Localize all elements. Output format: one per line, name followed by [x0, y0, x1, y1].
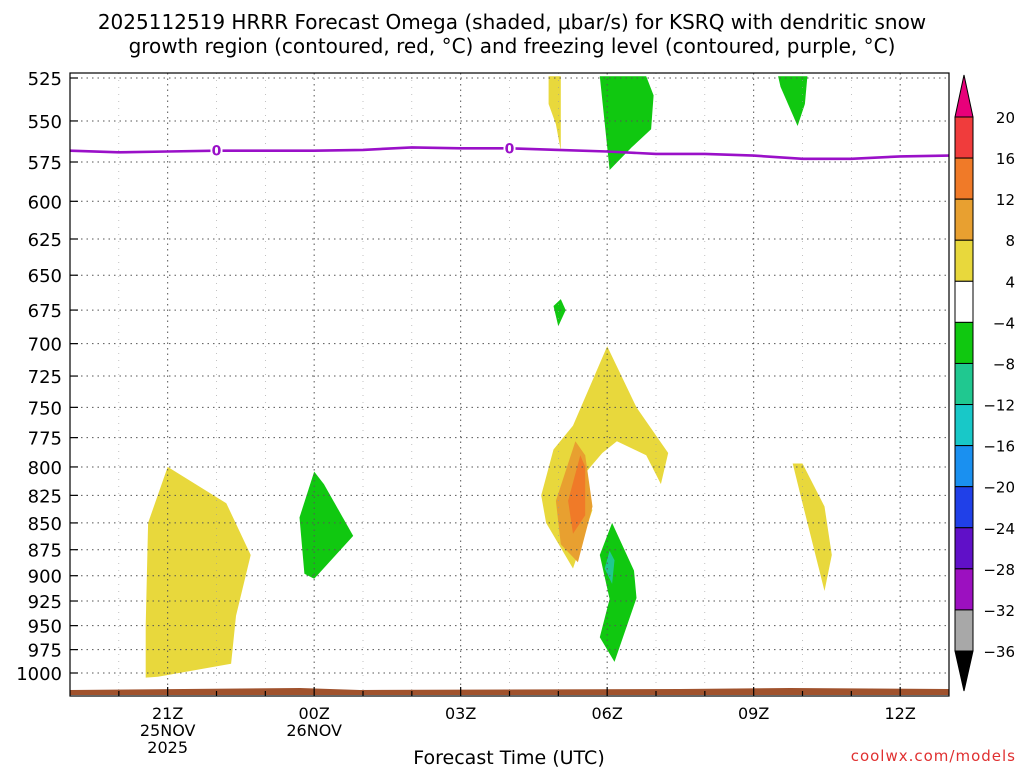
colorbar-box-11: [954, 568, 974, 611]
colorbar-label-11: −28: [983, 561, 1015, 579]
colorbar-label-0: 20: [996, 109, 1015, 127]
colorbar-label-4: 4: [1005, 273, 1015, 291]
x-tick-label-21Z-2: 2025: [147, 738, 188, 757]
colorbar-label-1: 16: [996, 150, 1015, 168]
y-tick-label-725: 725: [28, 367, 62, 388]
y-tick-label-600: 600: [28, 192, 62, 213]
colorbar-box-2: [954, 198, 974, 241]
y-tick-label-575: 575: [28, 153, 62, 174]
x-tick-label-12Z-0: 12Z: [885, 704, 916, 723]
y-tick-label-750: 750: [28, 398, 62, 419]
colorbar-box-0: [954, 116, 974, 159]
omega-region-3: [548, 76, 561, 151]
colorbar-box-8: [954, 445, 974, 488]
x-tick-label-09Z-0: 09Z: [738, 704, 769, 723]
colorbar-box-12: [954, 609, 974, 652]
freezing-level-label-0: 0: [212, 144, 222, 160]
colorbar-label-13: −36: [983, 643, 1015, 661]
omega-region-9: [778, 76, 808, 126]
colorbar-box-3: [954, 239, 974, 282]
colorbar-box-9: [954, 486, 974, 529]
colorbar: 20 16 12 8 4 −4 −8 −12 −16 −20 −24 −28 −32 −36: [954, 74, 1015, 692]
chart-title-line2: growth region (contoured, red, °C) and f…: [129, 34, 896, 58]
y-tick-label-925: 925: [28, 592, 62, 613]
colorbar-label-10: −24: [983, 520, 1015, 538]
y-tick-label-625: 625: [28, 230, 62, 251]
x-tick-label-21Z-0: 21Z: [152, 704, 183, 723]
colorbar-label-8: −16: [983, 438, 1015, 456]
colorbar-label-2: 12: [996, 191, 1015, 209]
y-tick-label-525: 525: [28, 69, 62, 90]
colorbar-box-7: [954, 404, 974, 447]
omega-region-10: [604, 550, 615, 584]
y-tick-label-550: 550: [28, 112, 62, 133]
colorbar-label-9: −20: [983, 479, 1015, 497]
x-tick-label-00Z-1: 26NOV: [286, 721, 342, 740]
colorbar-box-10: [954, 527, 974, 570]
omega-region-0: [145, 466, 251, 678]
x-tick-label-21Z-1: 25NOV: [140, 721, 196, 740]
colorbar-bottom-arrow: [954, 650, 974, 692]
colorbar-top-arrow: [954, 74, 974, 118]
freezing-label-bg-1: [503, 140, 516, 157]
credit-text: coolwx.com/models: [851, 747, 1016, 765]
omega-regions: [145, 76, 832, 678]
y-tick-label-900: 900: [28, 567, 62, 588]
x-axis-label: Forecast Time (UTC): [413, 747, 604, 768]
y-tick-label-700: 700: [28, 335, 62, 356]
y-tick-label-675: 675: [28, 301, 62, 322]
freezing-level-label-1: 0: [505, 141, 515, 157]
omega-region-5: [568, 455, 586, 534]
chart-title-line1: 2025112519 HRRR Forecast Omega (shaded, …: [98, 10, 926, 34]
y-axis: 525 550 575 600 625 650 675 700 725 750 775 800 825 8…: [16, 69, 78, 685]
colorbar-box-6: [954, 362, 974, 406]
omega-region-11: [553, 299, 566, 327]
y-tick-label-1000: 1000: [16, 664, 62, 685]
colorbar-label-12: −32: [983, 602, 1015, 620]
x-tick-label-00Z-0: 00Z: [299, 704, 330, 723]
freezing-label-bg-0: [210, 142, 223, 159]
y-tick-label-875: 875: [28, 541, 62, 562]
y-tick-label-975: 975: [28, 641, 62, 662]
y-tick-label-850: 850: [28, 514, 62, 535]
x-tick-label-03Z-0: 03Z: [445, 704, 476, 723]
colorbar-box-4: [954, 280, 974, 323]
grid-lines: [70, 73, 949, 696]
y-tick-label-775: 775: [28, 429, 62, 450]
y-tick-label-825: 825: [28, 486, 62, 507]
colorbar-label-7: −12: [983, 397, 1015, 415]
colorbar-label-6: −8: [993, 355, 1015, 373]
omega-region-6: [299, 471, 354, 579]
colorbar-label-5: −4: [993, 314, 1015, 332]
y-tick-label-800: 800: [28, 458, 62, 479]
colorbar-box-5: [954, 321, 974, 364]
colorbar-box-1: [954, 157, 974, 200]
y-tick-label-950: 950: [28, 617, 62, 638]
y-tick-label-650: 650: [28, 266, 62, 287]
x-tick-label-06Z-0: 06Z: [592, 704, 623, 723]
omega-region-7: [599, 76, 654, 170]
colorbar-label-3: 8: [1005, 232, 1015, 250]
